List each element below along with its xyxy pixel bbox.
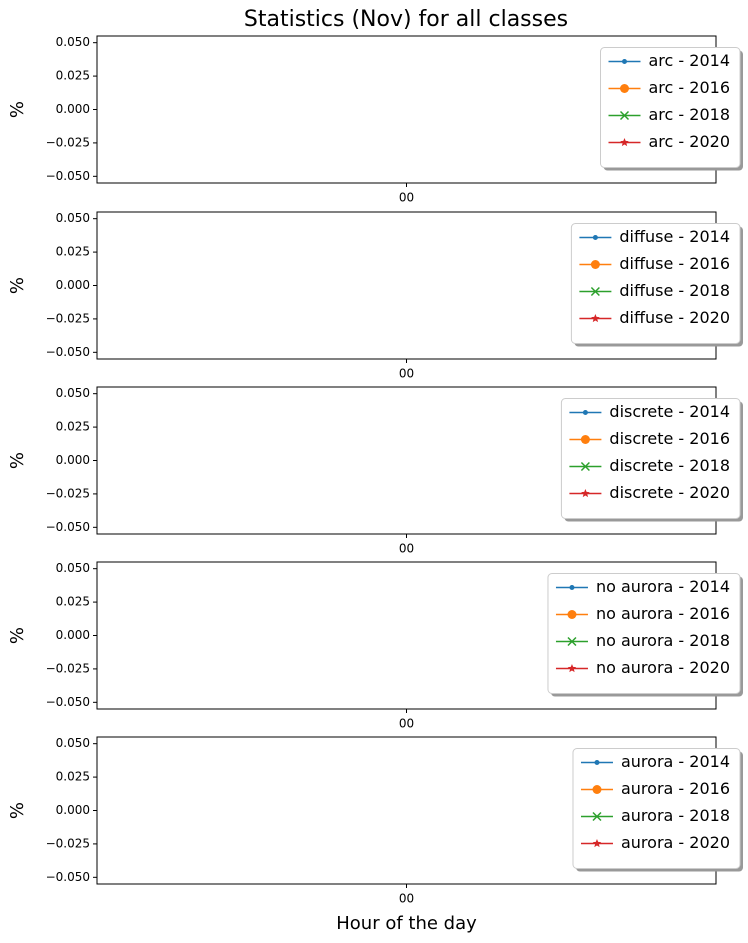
legend-label: aurora - 2018 — [621, 806, 730, 825]
x-tick-label: 00 — [399, 717, 414, 731]
y-tick-label: 0.025 — [56, 69, 90, 83]
y-axis-label: % — [7, 802, 28, 819]
legend: discrete - 2014 discrete - 2016 discrete -… — [560, 398, 743, 522]
y-tick-label: −0.025 — [46, 135, 90, 149]
subplot: 0.050 0.025 0.000 −0.025 −0.050 00% no aurora … — [7, 561, 743, 731]
chart-title: Statistics (Nov) for all classes — [244, 7, 568, 32]
y-tick-label: 0.000 — [56, 278, 90, 292]
y-tick-label: 0.050 — [56, 736, 90, 750]
y-tick-label: −0.050 — [46, 345, 90, 359]
y-tick-label: 0.000 — [56, 803, 90, 817]
marker — [590, 286, 600, 297]
y-axis-label: % — [7, 277, 28, 294]
y-tick-label: 0.050 — [56, 35, 90, 49]
legend-label: aurora - 2016 — [621, 779, 730, 798]
marker — [592, 235, 598, 240]
legend-box — [547, 573, 741, 694]
marker — [590, 260, 600, 269]
legend: no aurora - 2014 no aurora - 2016 no auror… — [547, 573, 743, 697]
legend-label: diffuse - 2020 — [619, 308, 730, 327]
legend: arc - 2014 arc - 2016 arc - 2018 arc - 2020 — [600, 47, 743, 171]
y-tick-label: 0.050 — [56, 386, 90, 400]
marker — [594, 760, 600, 765]
legend-label: no aurora - 2016 — [596, 604, 730, 623]
y-tick-label: 0.000 — [56, 102, 90, 116]
y-tick-label: 0.050 — [56, 211, 90, 225]
y-tick-label: −0.025 — [46, 661, 90, 675]
legend-label: discrete - 2014 — [609, 402, 730, 421]
y-axis-label: % — [7, 101, 28, 118]
x-tick-label: 00 — [399, 542, 414, 556]
y-tick-label: 0.000 — [56, 628, 90, 642]
legend: diffuse - 2014 diffuse - 2016 diffuse - 20… — [570, 223, 743, 347]
y-tick-label: −0.025 — [46, 311, 90, 325]
marker — [581, 489, 590, 498]
subplot: 0.050 0.025 0.000 −0.025 −0.050 00% arc - 2014… — [7, 35, 743, 205]
y-tick-label: −0.050 — [46, 169, 90, 183]
marker — [580, 461, 590, 472]
y-axis-label: % — [7, 452, 28, 469]
y-tick-label: −0.050 — [46, 520, 90, 534]
y-tick-label: 0.000 — [56, 453, 90, 467]
marker — [569, 585, 575, 590]
legend: aurora - 2014 aurora - 2016 aurora - 2018 a… — [572, 748, 743, 872]
subplot: 0.050 0.025 0.000 −0.025 −0.050 00% diffuse - … — [7, 211, 743, 381]
y-tick-label: −0.050 — [46, 695, 90, 709]
legend-label: arc - 2014 — [649, 51, 731, 70]
legend-box — [560, 398, 741, 519]
legend-label: diffuse - 2018 — [619, 281, 730, 300]
y-tick-label: −0.025 — [46, 486, 90, 500]
y-tick-label: −0.025 — [46, 836, 90, 850]
legend-label: arc - 2016 — [649, 78, 731, 97]
legend-box — [600, 47, 741, 168]
legend-label: arc - 2020 — [649, 132, 731, 151]
legend-label: no aurora - 2018 — [596, 631, 730, 650]
legend-label: diffuse - 2014 — [619, 227, 730, 246]
x-axis-label: Hour of the day — [336, 913, 477, 934]
marker — [591, 314, 600, 323]
y-tick-label: 0.025 — [56, 245, 90, 259]
legend-label: discrete - 2016 — [609, 429, 730, 448]
y-tick-label: −0.050 — [46, 870, 90, 884]
x-tick-label: 00 — [399, 367, 414, 381]
y-tick-label: 0.025 — [56, 770, 90, 784]
marker — [567, 664, 577, 673]
y-tick-label: 0.025 — [56, 595, 90, 609]
marker — [567, 636, 577, 647]
marker — [592, 811, 602, 822]
legend-box — [572, 748, 741, 869]
legend-label: arc - 2018 — [649, 105, 731, 124]
legend-label: no aurora - 2014 — [596, 577, 730, 596]
x-tick-label: 00 — [399, 892, 414, 906]
marker — [567, 610, 577, 619]
legend-label: aurora - 2020 — [621, 833, 730, 852]
subplot: 0.050 0.025 0.000 −0.025 −0.050 00% Hour of th… — [7, 736, 743, 934]
legend-label: no aurora - 2020 — [596, 658, 730, 677]
legend-label: discrete - 2018 — [609, 456, 730, 475]
marker — [619, 110, 630, 121]
legend-box — [570, 223, 741, 344]
marker — [592, 785, 602, 794]
marker — [592, 839, 602, 848]
y-tick-label: 0.050 — [56, 561, 90, 575]
marker — [620, 138, 629, 147]
y-tick-label: 0.025 — [56, 420, 90, 434]
subplot: 0.050 0.025 0.000 −0.025 −0.050 00% discrete -… — [7, 386, 743, 556]
marker — [620, 84, 629, 93]
marker — [580, 435, 590, 444]
legend-label: discrete - 2020 — [609, 483, 730, 502]
y-axis-label: % — [7, 627, 28, 644]
x-tick-label: 00 — [399, 191, 414, 205]
marker — [582, 410, 588, 415]
marker — [622, 59, 627, 64]
legend-label: aurora - 2014 — [621, 752, 730, 771]
legend-label: diffuse - 2016 — [619, 254, 730, 273]
